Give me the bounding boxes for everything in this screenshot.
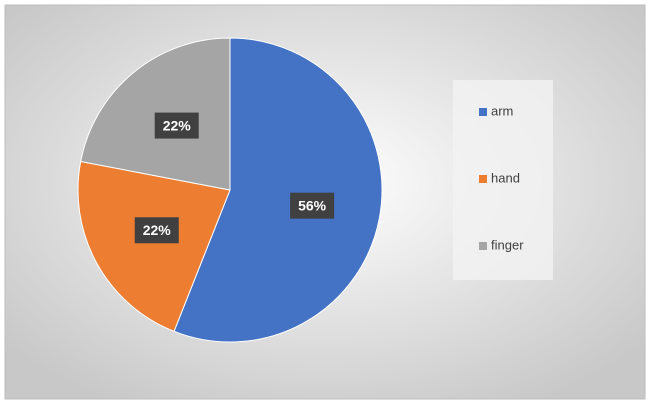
legend-box [453,80,553,280]
data-label-box [134,217,179,244]
data-label: 22% [143,222,172,238]
legend-swatch [479,175,487,183]
legend-swatch [479,108,487,116]
legend-label: arm [491,103,513,118]
legend-label: hand [491,170,520,185]
pie-slice [77,160,231,332]
pie-slice [173,37,383,343]
legend-label: finger [491,237,524,252]
data-label: 56% [298,197,327,213]
legend-swatch [479,242,487,250]
data-label: 22% [163,117,192,133]
data-label-box [154,112,199,139]
data-label-box [290,192,335,219]
